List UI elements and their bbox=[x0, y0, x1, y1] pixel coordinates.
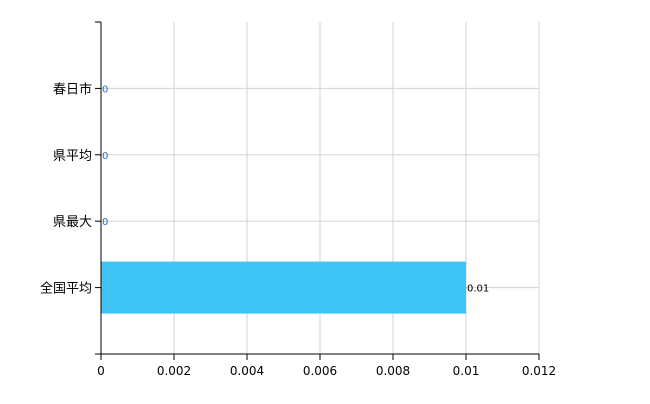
x-tick-label: 0.008 bbox=[376, 364, 410, 378]
y-tick-label: 全国平均 bbox=[40, 281, 92, 297]
y-tick-label: 県平均 bbox=[53, 149, 92, 164]
x-tick-label: 0.002 bbox=[157, 364, 191, 378]
x-tick-label: 0.01 bbox=[453, 364, 480, 378]
bar-3 bbox=[101, 261, 466, 314]
data-label: 0.01 bbox=[467, 284, 489, 295]
x-tick-label: 0.012 bbox=[522, 364, 556, 378]
data-label: 0 bbox=[102, 217, 108, 228]
y-tick-label: 県最大 bbox=[53, 215, 92, 230]
x-tick-label: 0.004 bbox=[230, 364, 264, 378]
data-label: 0 bbox=[102, 84, 108, 95]
x-tick-label: 0 bbox=[97, 364, 105, 378]
y-tick-label: 春日市 bbox=[53, 81, 92, 97]
x-tick-label: 0.006 bbox=[303, 364, 337, 378]
data-label: 0 bbox=[102, 151, 108, 162]
